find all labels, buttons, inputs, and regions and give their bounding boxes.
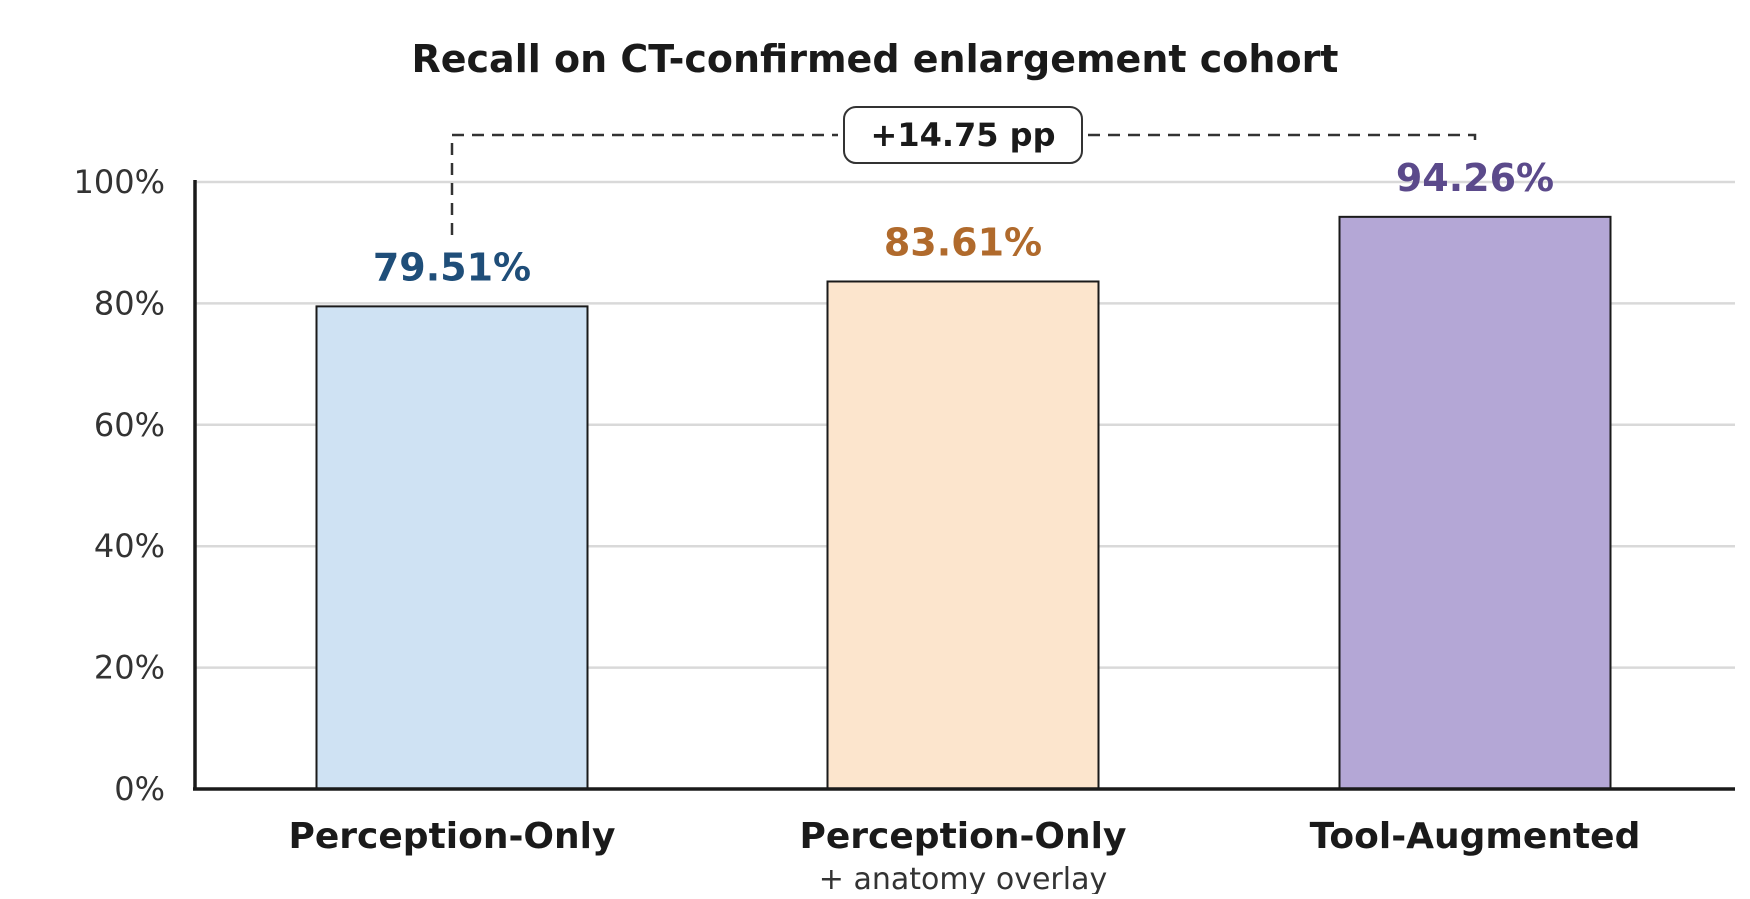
value-label: 79.51%	[373, 245, 531, 289]
y-tick-label: 20%	[94, 649, 165, 687]
category-labels: Perception-Only Perception-Only + anatomy …	[289, 816, 1641, 897]
value-label: 94.26%	[1396, 156, 1554, 200]
category-label: Perception-Only	[800, 816, 1127, 857]
bar	[826, 280, 1100, 790]
bracket-right	[1088, 133, 1477, 148]
category-sublabel: + anatomy overlay	[819, 862, 1107, 894]
bracket-left	[450, 133, 838, 235]
bars	[315, 215, 1612, 790]
bar	[1338, 215, 1612, 790]
bar	[315, 305, 589, 790]
chart-title: Recall on CT-confirmed enlargement cohor…	[412, 37, 1339, 81]
value-labels: 79.51% 83.61% 94.26%	[373, 156, 1554, 290]
y-tick-label: 60%	[94, 406, 165, 444]
category-label: Perception-Only	[289, 816, 616, 857]
value-label: 83.61%	[884, 220, 1042, 264]
y-tick-label: 40%	[94, 527, 165, 565]
y-tick-label: 80%	[94, 284, 165, 322]
difference-annotation: +14.75 pp	[450, 106, 1477, 235]
y-tick-label: 0%	[114, 770, 165, 808]
y-tick-label: 100%	[74, 163, 165, 201]
category-label: Tool-Augmented	[1310, 816, 1641, 857]
difference-box	[843, 106, 1083, 164]
difference-label: +14.75 pp	[871, 116, 1056, 154]
y-axis-ticks: 0% 20% 40% 60% 80% 100%	[74, 163, 165, 808]
